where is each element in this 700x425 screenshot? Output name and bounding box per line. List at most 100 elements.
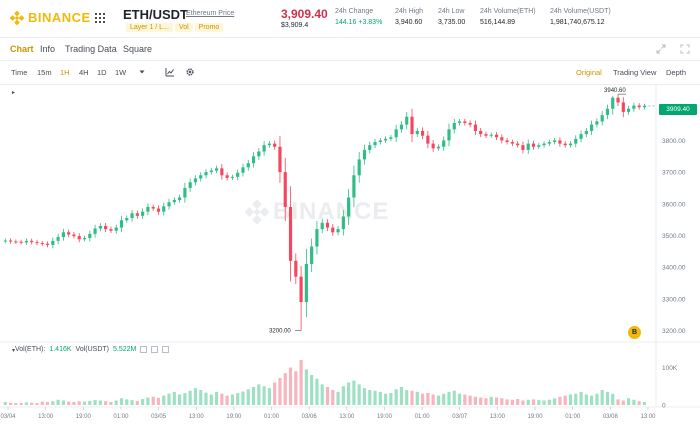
tab-info[interactable]: Info (40, 44, 56, 54)
volume-bar (621, 400, 625, 405)
volume-bar (605, 391, 610, 405)
stat-24h-volume-usdt: 24h Volume(USDT) 1,981,740,675.12 (550, 8, 611, 26)
tag-category[interactable]: Layer 1 / L... (126, 23, 173, 32)
chart-watermark: BINANCE (245, 198, 389, 226)
volume-bar (114, 400, 118, 405)
trading-pair[interactable]: ETH/USDT (123, 7, 188, 22)
volume-bar (516, 399, 520, 405)
volume-bar (632, 399, 636, 405)
candle-body (14, 241, 18, 243)
view-depth[interactable]: Depth (666, 68, 687, 77)
stat-value: 516,144.89 (480, 19, 516, 26)
volume-bar (357, 384, 361, 405)
volume-bar (146, 397, 150, 405)
candlestick-chart[interactable]: 3800.00 3700.00 3600.00 3500.00 3400.00 3300.… (0, 85, 700, 425)
volume-bar (19, 403, 23, 405)
volume-bar (362, 388, 367, 405)
tab-square[interactable]: Square (123, 44, 153, 54)
candle-body (61, 232, 65, 238)
volume-bar (8, 402, 13, 405)
volume-bar (590, 395, 594, 405)
volume-bar (162, 395, 166, 405)
interval-time[interactable]: Time (11, 68, 28, 77)
candle-body (82, 238, 87, 240)
candle-body (357, 159, 361, 176)
candle-body (447, 129, 451, 141)
collapse-arrow-icon[interactable]: ▸ (12, 90, 16, 96)
volume-bar (236, 393, 240, 405)
volume-bar (457, 393, 462, 405)
volume-bar (410, 390, 414, 405)
settings-gear-icon[interactable] (185, 67, 195, 77)
volume-bar (172, 391, 176, 405)
candle-body (262, 145, 266, 152)
interval-1d[interactable]: 1D (97, 68, 107, 77)
volume-bar (484, 398, 488, 405)
volume-bar (273, 382, 277, 405)
view-original[interactable]: Original (576, 68, 602, 77)
candle-body (568, 143, 573, 146)
candle-body (125, 218, 129, 221)
vol-tick-label: 0 (662, 403, 666, 410)
volume-collapse-icon[interactable]: ▾ (12, 348, 16, 354)
candle-body (104, 225, 108, 230)
floating-action-button[interactable]: B (628, 326, 641, 339)
candle-body (98, 225, 102, 229)
x-tick-label: 03/05 (151, 414, 167, 420)
candle-body (553, 140, 557, 143)
tag-promo[interactable]: Promo (194, 23, 224, 32)
pair-price-link[interactable]: Ethereum Price (186, 10, 235, 17)
fullscreen-icon[interactable] (680, 44, 690, 54)
view-trading-view[interactable]: Trading View (613, 68, 657, 77)
price-chart[interactable]: BINANCE 3800.00 3700.00 3600.00 3500.00 3400… (0, 85, 700, 425)
vol-close-toggle[interactable] (162, 346, 170, 353)
y-tick-label: 3500.00 (662, 233, 686, 240)
tab-chart[interactable]: Chart (10, 44, 34, 54)
interval-1h[interactable]: 1H (60, 68, 70, 77)
candle-body (399, 124, 404, 130)
volume-bar (389, 393, 393, 405)
candle-body (188, 182, 192, 188)
candle-body (172, 199, 176, 203)
interval-1w[interactable]: 1W (115, 68, 127, 77)
volume-bar (341, 386, 345, 405)
volume-bar (537, 400, 541, 405)
tag-vol[interactable]: Vol (174, 23, 193, 32)
candle-body (88, 233, 92, 238)
volume-bar (436, 395, 441, 405)
tab-trading-data[interactable]: Trading Data (65, 44, 117, 54)
x-tick-label: 03/04 (0, 414, 16, 420)
candle-body (632, 105, 636, 109)
candle-body (436, 146, 441, 149)
volume-bar (347, 382, 351, 405)
candle-body (315, 229, 319, 247)
chevron-down-icon[interactable] (137, 67, 147, 77)
volume-bar (130, 400, 134, 405)
volume-bar (35, 403, 39, 405)
candle-body (405, 116, 409, 125)
apps-grid-icon[interactable] (95, 13, 105, 23)
interval-4h[interactable]: 4H (79, 68, 89, 77)
candle-body (605, 108, 610, 116)
candle-body (389, 137, 393, 139)
volume-bar (320, 384, 324, 405)
candle-body (230, 176, 235, 178)
volume-bar (30, 402, 34, 405)
candle-body (410, 116, 414, 135)
candle-body (30, 240, 34, 243)
indicators-icon[interactable] (165, 67, 175, 77)
binance-logo[interactable]: BINANCE (10, 10, 91, 25)
candle-body (246, 163, 250, 168)
interval-15m[interactable]: 15m (37, 68, 52, 77)
volume-bar (288, 367, 293, 405)
expand-icon[interactable] (656, 44, 666, 54)
volume-bar (584, 394, 588, 405)
vol-settings-toggle[interactable] (151, 346, 159, 353)
candle-body (114, 227, 118, 231)
candle-body (19, 241, 23, 243)
volume-bar (331, 390, 335, 405)
vol-visibility-toggle[interactable] (140, 346, 148, 353)
candle-body (288, 206, 293, 261)
y-tick-label: 3600.00 (662, 201, 686, 208)
volume-bar (135, 400, 139, 405)
